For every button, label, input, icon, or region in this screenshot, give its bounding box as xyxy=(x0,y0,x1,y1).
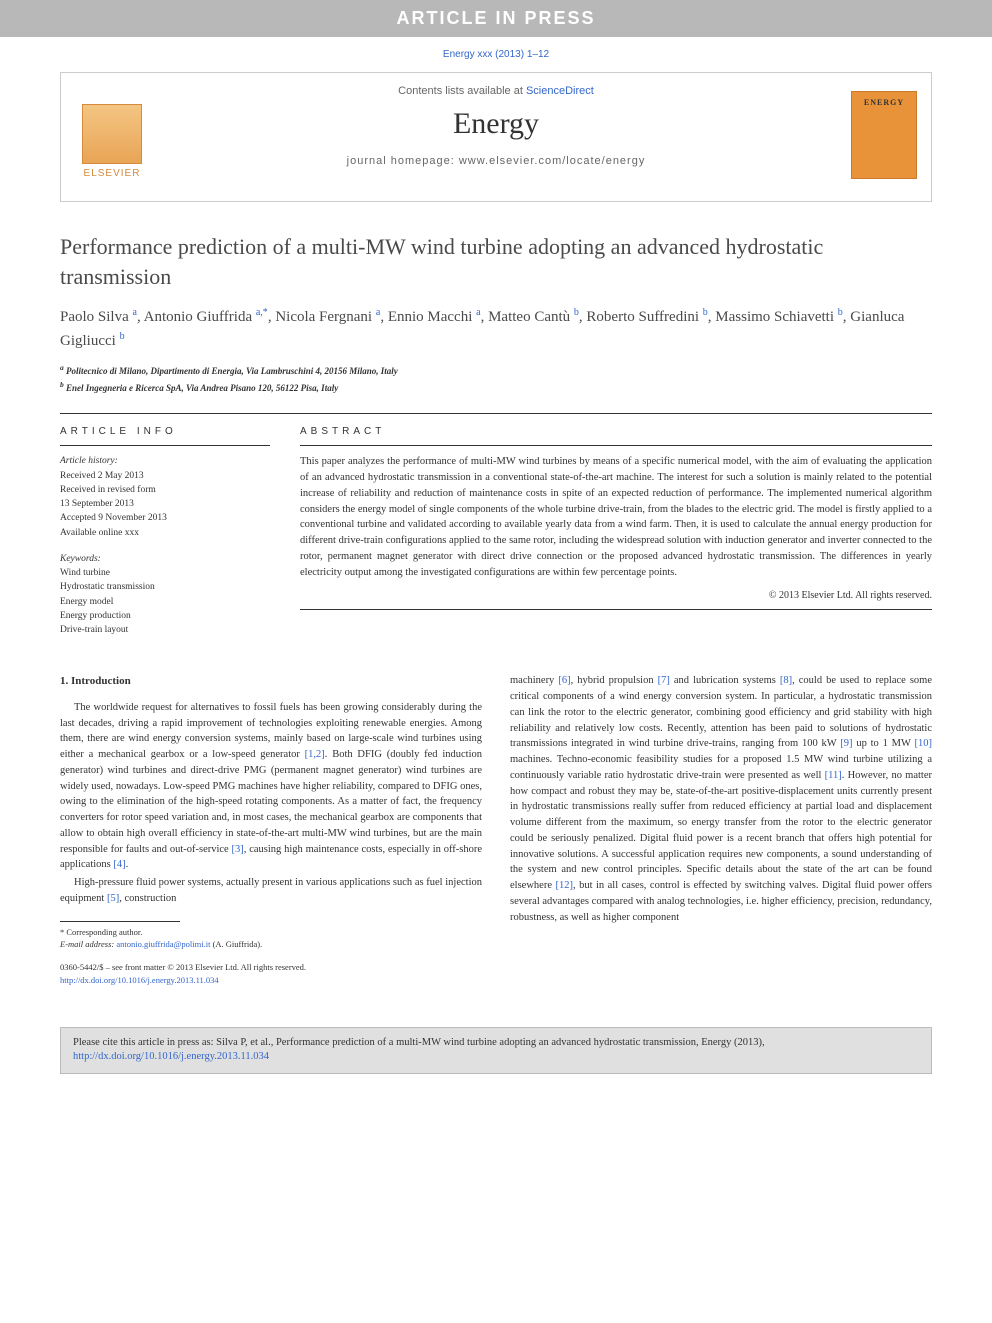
elsevier-tree-icon xyxy=(82,104,142,164)
email-line: E-mail address: antonio.giuffrida@polimi… xyxy=(60,938,482,951)
abstract-header: ABSTRACT xyxy=(300,426,932,437)
history-line: Available online xxx xyxy=(60,526,270,540)
history-line: Received 2 May 2013 xyxy=(60,469,270,483)
history-label: Article history: xyxy=(60,454,270,468)
ref-3[interactable]: [3] xyxy=(232,844,244,855)
ref-8[interactable]: [8] xyxy=(780,675,792,686)
col2-seg1: , hybrid propulsion xyxy=(571,675,658,686)
intro-para-2: High-pressure fluid power systems, actua… xyxy=(60,875,482,907)
sciencedirect-link[interactable]: ScienceDirect xyxy=(526,85,594,97)
abstract-text: This paper analyzes the performance of m… xyxy=(300,454,932,580)
ref-11[interactable]: [11] xyxy=(825,770,842,781)
para1-seg2: . Both DFIG (doubly fed induction genera… xyxy=(60,749,482,855)
paper-title: Performance prediction of a multi-MW win… xyxy=(60,232,932,291)
para2-seg2: , construction xyxy=(119,893,176,904)
body-two-column: 1. Introduction The worldwide request fo… xyxy=(60,673,932,986)
col2-seg0: machinery xyxy=(510,675,558,686)
ref-5[interactable]: [5] xyxy=(107,893,119,904)
abstract-divider-top xyxy=(300,445,932,446)
footnotes: * Corresponding author. E-mail address: … xyxy=(60,926,482,952)
keywords-label: Keywords: xyxy=(60,552,270,566)
ref-1-2[interactable]: [1,2] xyxy=(305,749,325,760)
abstract-copyright: © 2013 Elsevier Ltd. All rights reserved… xyxy=(300,590,932,601)
keyword-line: Wind turbine xyxy=(60,566,270,580)
intro-para-1: The worldwide request for alternatives t… xyxy=(60,700,482,873)
doi-link[interactable]: http://dx.doi.org/10.1016/j.energy.2013.… xyxy=(60,975,219,985)
section-1-heading: 1. Introduction xyxy=(60,673,482,690)
journal-header-box: ELSEVIER ENERGY Contents lists available… xyxy=(60,72,932,202)
elsevier-logo-text: ELSEVIER xyxy=(84,168,141,179)
history-line: Accepted 9 November 2013 xyxy=(60,511,270,525)
abstract-divider-bottom xyxy=(300,609,932,610)
affiliation-line: b Enel Ingegneria e Ricerca SpA, Via And… xyxy=(60,379,932,396)
keyword-line: Energy model xyxy=(60,595,270,609)
ref-4[interactable]: [4] xyxy=(113,859,125,870)
email-suffix: (A. Giuffrida). xyxy=(210,939,262,949)
ref-10[interactable]: [10] xyxy=(915,738,933,749)
cite-box-text: Please cite this article in press as: Si… xyxy=(73,1037,765,1048)
affiliation-line: a Politecnico di Milano, Dipartimento di… xyxy=(60,362,932,379)
ref-9[interactable]: [9] xyxy=(840,738,852,749)
article-info-header: ARTICLE INFO xyxy=(60,426,270,437)
col2-seg6: . However, no matter how compact and rob… xyxy=(510,770,932,891)
citation-top-line: Energy xxx (2013) 1–12 xyxy=(0,37,992,68)
keyword-line: Hydrostatic transmission xyxy=(60,580,270,594)
footnote-divider xyxy=(60,921,180,922)
info-abstract-row: ARTICLE INFO Article history: Received 2… xyxy=(60,426,932,649)
title-divider xyxy=(60,413,932,414)
col2-seg7: , but in all cases, control is effected … xyxy=(510,880,932,923)
elsevier-logo: ELSEVIER xyxy=(75,91,149,179)
article-in-press-banner: ARTICLE IN PRESS xyxy=(0,0,992,37)
history-line: Received in revised form xyxy=(60,483,270,497)
history-line: 13 September 2013 xyxy=(60,497,270,511)
journal-name: Energy xyxy=(77,107,915,141)
para1-seg4: . xyxy=(126,859,129,870)
corresponding-author-note: * Corresponding author. xyxy=(60,926,482,939)
journal-homepage-line: journal homepage: www.elsevier.com/locat… xyxy=(77,155,915,167)
main-content: Performance prediction of a multi-MW win… xyxy=(0,222,992,1007)
affiliations: a Politecnico di Milano, Dipartimento di… xyxy=(60,362,932,395)
article-history-block: Article history: Received 2 May 2013Rece… xyxy=(60,454,270,540)
cite-box-doi-link[interactable]: http://dx.doi.org/10.1016/j.energy.2013.… xyxy=(73,1051,269,1062)
contents-lists-line: Contents lists available at ScienceDirec… xyxy=(77,85,915,97)
intro-para-2-continued: machinery [6], hybrid propulsion [7] and… xyxy=(510,673,932,925)
col2-seg2: and lubrication systems xyxy=(670,675,780,686)
keyword-line: Energy production xyxy=(60,609,270,623)
abstract-column: ABSTRACT This paper analyzes the perform… xyxy=(300,426,932,649)
contents-prefix: Contents lists available at xyxy=(398,85,526,97)
please-cite-box: Please cite this article in press as: Si… xyxy=(60,1027,932,1074)
email-label: E-mail address: xyxy=(60,939,116,949)
info-divider-top xyxy=(60,445,270,446)
article-info-column: ARTICLE INFO Article history: Received 2… xyxy=(60,426,270,649)
journal-cover-title: ENERGY xyxy=(852,92,916,107)
author-list: Paolo Silva a, Antonio Giuffrida a,*, Ni… xyxy=(60,305,932,352)
issn-copyright-line: 0360-5442/$ – see front matter © 2013 El… xyxy=(60,961,482,974)
ref-6[interactable]: [6] xyxy=(558,675,570,686)
keywords-block: Keywords: Wind turbineHydrostatic transm… xyxy=(60,552,270,638)
journal-cover-thumbnail: ENERGY xyxy=(851,91,917,179)
col2-seg4: up to 1 MW xyxy=(853,738,915,749)
corresponding-email-link[interactable]: antonio.giuffrida@polimi.it xyxy=(116,939,210,949)
front-matter-meta: 0360-5442/$ – see front matter © 2013 El… xyxy=(60,961,482,987)
ref-12[interactable]: [12] xyxy=(555,880,573,891)
keyword-line: Drive-train layout xyxy=(60,623,270,637)
ref-7[interactable]: [7] xyxy=(658,675,670,686)
